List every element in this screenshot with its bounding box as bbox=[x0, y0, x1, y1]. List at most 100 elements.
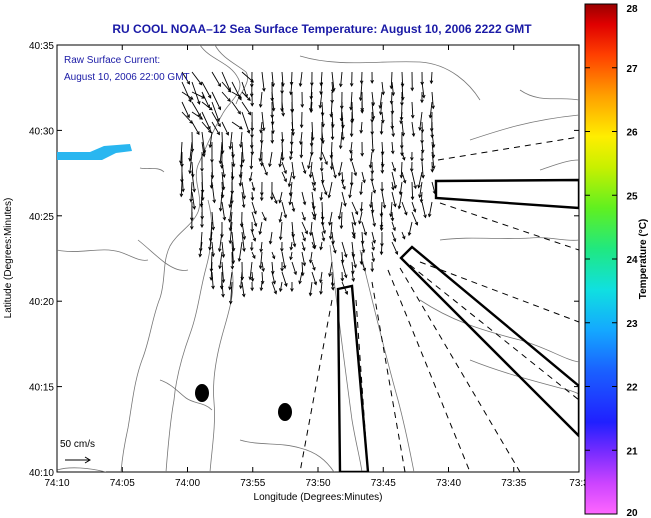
current-vector bbox=[280, 221, 283, 240]
current-vector-head bbox=[252, 255, 256, 259]
current-vector bbox=[240, 271, 243, 289]
current-vector bbox=[281, 251, 286, 269]
current-vector-head bbox=[360, 152, 365, 157]
current-vector bbox=[251, 181, 255, 191]
current-vector-head bbox=[360, 240, 365, 245]
current-vector-head bbox=[217, 248, 222, 253]
current-vector-head bbox=[343, 202, 347, 207]
current-vector bbox=[271, 91, 275, 111]
current-vector-head bbox=[404, 211, 408, 216]
current-vector bbox=[371, 131, 374, 152]
current-vector-head bbox=[217, 123, 221, 128]
figure-title: RU COOL NOAA–12 Sea Surface Temperature:… bbox=[112, 22, 532, 36]
current-vector-head bbox=[372, 223, 377, 227]
current-vector bbox=[291, 261, 297, 275]
current-vector bbox=[221, 71, 231, 91]
current-vector-head bbox=[239, 125, 243, 130]
current-vector-head bbox=[201, 153, 206, 158]
current-vector bbox=[311, 191, 315, 210]
current-vector-head bbox=[340, 277, 345, 282]
current-vector bbox=[301, 261, 304, 276]
current-vector-head bbox=[259, 129, 263, 134]
current-vector-head bbox=[409, 168, 414, 173]
current-vector bbox=[330, 101, 333, 117]
current-vector-head bbox=[280, 157, 285, 162]
current-vector bbox=[210, 221, 213, 242]
current-vector bbox=[408, 221, 413, 236]
current-vector-head bbox=[371, 246, 375, 251]
current-vector bbox=[221, 161, 225, 178]
current-vector bbox=[401, 151, 405, 161]
current-vector-head bbox=[331, 286, 335, 291]
current-vector-head bbox=[407, 232, 412, 237]
current-vector bbox=[340, 101, 343, 121]
current-vector bbox=[221, 181, 224, 198]
current-vector bbox=[211, 121, 220, 135]
current-vector bbox=[291, 161, 295, 179]
current-vector-head bbox=[328, 236, 333, 240]
current-vector bbox=[288, 171, 293, 187]
current-vector-head bbox=[341, 136, 345, 141]
y-tick-label: 40:35 bbox=[29, 41, 54, 52]
current-vector bbox=[269, 231, 273, 244]
current-vector-head bbox=[298, 83, 303, 87]
current-vector bbox=[231, 91, 242, 98]
current-vector-head bbox=[399, 174, 404, 179]
current-vector-head bbox=[342, 186, 346, 190]
current-vector bbox=[391, 221, 396, 231]
current-vector bbox=[411, 171, 417, 189]
current-vector-head bbox=[259, 287, 264, 292]
current-vector bbox=[320, 271, 323, 283]
current-vector-head bbox=[308, 292, 313, 297]
current-vector-head bbox=[208, 106, 213, 111]
current-vector bbox=[201, 101, 213, 111]
current-vector bbox=[391, 161, 396, 172]
current-vector bbox=[251, 251, 256, 259]
current-vector bbox=[371, 211, 376, 227]
current-vector bbox=[191, 191, 195, 210]
current-vector bbox=[181, 81, 192, 103]
y-axis-ticks: 40:35 40:30 40:25 40:20 40:15 40:10 bbox=[29, 41, 579, 479]
current-vector bbox=[361, 231, 364, 244]
current-vector-head bbox=[293, 271, 297, 276]
current-vector bbox=[398, 191, 403, 209]
current-vector-head bbox=[338, 145, 343, 150]
current-vector bbox=[331, 161, 337, 178]
current-vector-head bbox=[271, 130, 275, 135]
current-vector bbox=[281, 101, 284, 116]
current-vector bbox=[241, 141, 244, 163]
current-vector-head bbox=[197, 113, 201, 118]
current-vector bbox=[380, 241, 383, 255]
current-vector bbox=[351, 271, 355, 282]
colorbar bbox=[584, 3, 618, 515]
current-vector-head bbox=[251, 187, 256, 192]
current-vector bbox=[191, 91, 205, 99]
current-vector-head bbox=[239, 285, 243, 290]
current-vector-head bbox=[211, 226, 216, 231]
current-vector-head bbox=[237, 110, 241, 115]
current-vector bbox=[380, 101, 383, 115]
current-vector bbox=[301, 211, 306, 221]
current-vector-head bbox=[371, 258, 376, 263]
current-vector bbox=[259, 141, 263, 162]
current-vector bbox=[300, 141, 303, 158]
scale-arrow bbox=[65, 456, 91, 464]
current-vector bbox=[241, 181, 245, 199]
current-vector bbox=[201, 141, 205, 157]
current-vector-head bbox=[292, 243, 297, 248]
current-vector-head bbox=[312, 216, 316, 221]
current-vector bbox=[391, 121, 394, 137]
current-vector bbox=[229, 271, 233, 290]
current-vector bbox=[210, 261, 213, 280]
current-vector bbox=[419, 181, 423, 198]
current-vector-head bbox=[241, 159, 245, 164]
current-vector-head bbox=[250, 197, 255, 201]
current-vector-head bbox=[392, 238, 397, 243]
x-tick-label: 73:45 bbox=[371, 478, 396, 489]
current-vector-head bbox=[237, 258, 242, 263]
current-vector-head bbox=[278, 163, 282, 168]
current-vector bbox=[400, 111, 403, 124]
current-vector bbox=[320, 71, 323, 86]
current-vector-head bbox=[400, 152, 404, 157]
current-vector-head bbox=[280, 139, 285, 143]
